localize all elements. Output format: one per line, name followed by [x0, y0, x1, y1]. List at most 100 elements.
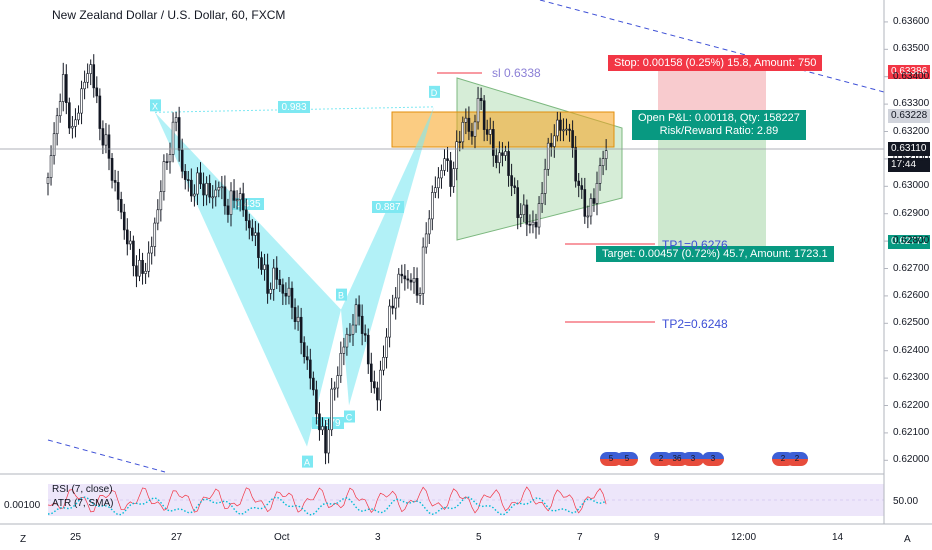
- pivot-box: [302, 455, 313, 468]
- candles: [46, 54, 608, 465]
- zoom-corner-left[interactable]: Z: [20, 534, 27, 545]
- y-tick-label: 0.62200: [893, 399, 930, 411]
- candle-body: [80, 88, 83, 114]
- candle-body: [348, 333, 352, 336]
- y-tick-label: 0.62600: [893, 289, 930, 301]
- zones: [391, 66, 766, 246]
- auto-scale-button[interactable]: A: [904, 534, 911, 545]
- candle-body: [397, 273, 401, 299]
- candle-body: [275, 267, 279, 280]
- candle-body: [223, 186, 227, 207]
- candle-body: [556, 119, 559, 137]
- candle-body: [345, 333, 349, 348]
- candle-body: [491, 129, 495, 156]
- candle-body: [360, 315, 364, 334]
- candle-body: [400, 273, 404, 277]
- candle-body: [391, 305, 394, 309]
- candle-body: [394, 297, 398, 309]
- candle-body: [183, 170, 187, 180]
- candle-body: [409, 279, 413, 283]
- candle-body: [452, 168, 455, 187]
- candle-body: [424, 233, 428, 248]
- candle-body: [284, 292, 288, 297]
- pivot-box: [150, 99, 161, 112]
- candle-body: [74, 119, 77, 127]
- tp2-label: TP2=0.6248: [662, 317, 728, 331]
- candle-body: [58, 101, 62, 117]
- candle-body: [287, 287, 291, 297]
- economic-event-icon[interactable]: 3: [702, 452, 724, 466]
- candle-body: [278, 279, 282, 285]
- trend-lines: [47, 0, 885, 473]
- candle-body: [434, 187, 437, 193]
- x-tick-label: 3: [375, 532, 381, 543]
- candle-body: [604, 150, 608, 159]
- y-tick-label: 0.63000: [893, 180, 930, 192]
- candle-body: [534, 221, 538, 228]
- price-tag-stop: 0.63386: [888, 65, 930, 79]
- candle-body: [110, 158, 114, 181]
- candle-body: [388, 305, 391, 338]
- candle-body: [595, 183, 599, 204]
- candle-body: [208, 183, 211, 198]
- candle-body: [232, 190, 236, 201]
- candle-body: [98, 95, 102, 129]
- candle-body: [150, 246, 153, 254]
- tp1-label: TP1=0.6276: [662, 238, 728, 252]
- candle-body: [177, 117, 181, 151]
- candle-body: [162, 161, 166, 192]
- candle-body: [299, 316, 303, 343]
- candle-body: [153, 222, 157, 247]
- axes: [0, 0, 932, 525]
- candle-body: [589, 198, 593, 217]
- y-tick-label: 0.62800: [893, 235, 930, 247]
- candle-body: [202, 183, 205, 196]
- economic-event-icon[interactable]: 5: [616, 452, 638, 466]
- candle-body: [461, 122, 465, 143]
- pivot-label: D: [431, 88, 438, 98]
- fib-box: [278, 101, 310, 113]
- y-tick-label: 0.63300: [893, 98, 930, 110]
- candle-body: [504, 151, 507, 156]
- candle-body: [583, 189, 587, 217]
- candle-body: [244, 209, 248, 221]
- candle-body: [427, 218, 431, 235]
- candle-body: [89, 64, 92, 74]
- candle-body: [333, 387, 337, 390]
- candle-body: [562, 129, 565, 132]
- candle-body: [165, 161, 169, 163]
- candle-body: [351, 324, 355, 335]
- candle-body: [116, 182, 120, 200]
- candle-body: [144, 270, 147, 274]
- xd-line: [154, 106, 435, 113]
- candle-body: [592, 198, 596, 204]
- price-tag-last: 0.63110: [888, 142, 930, 156]
- candle-body: [574, 147, 577, 182]
- level-lines: [0, 72, 884, 323]
- candle-body: [174, 117, 178, 123]
- x-tick-label: 9: [654, 532, 660, 543]
- candle-body: [501, 152, 504, 156]
- candle-body: [159, 191, 163, 211]
- candle-body: [366, 334, 370, 365]
- candle-body: [229, 190, 233, 215]
- candle-body: [190, 179, 193, 197]
- candle-body: [272, 267, 276, 290]
- candle-body: [71, 126, 74, 129]
- pivot-label: X: [152, 101, 158, 111]
- candle-body: [260, 257, 263, 270]
- candle-body: [601, 158, 605, 166]
- candle-body: [171, 121, 175, 155]
- y-tick-label: 0.62400: [893, 344, 930, 356]
- candle-body: [412, 278, 416, 283]
- price-tag-timer: 17:44: [888, 158, 930, 172]
- economic-event-icon[interactable]: 2: [786, 452, 808, 466]
- candle-body: [138, 260, 141, 277]
- candle-body: [415, 278, 419, 296]
- candle-body: [107, 134, 111, 159]
- economic-event-icon[interactable]: 3: [682, 452, 704, 466]
- candle-body: [318, 413, 321, 431]
- candle-body: [485, 129, 489, 135]
